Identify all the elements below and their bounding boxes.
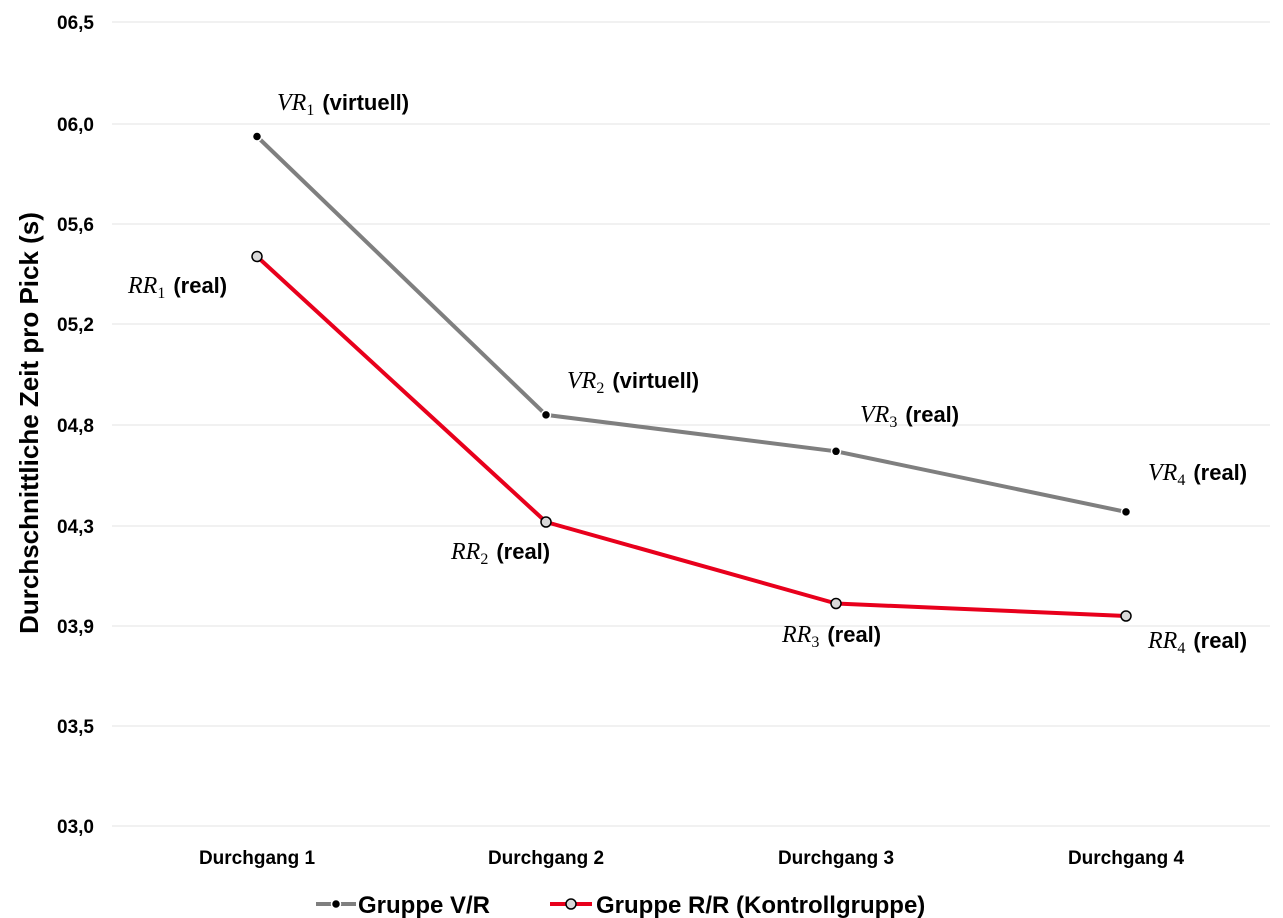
x-tick-label: Durchgang 1 bbox=[199, 848, 316, 869]
point-annotation: VR4 (real) bbox=[1148, 460, 1247, 489]
point-annotation: RR4 (real) bbox=[1147, 628, 1247, 657]
point-annotation: VR1 (virtuell) bbox=[277, 90, 409, 119]
data-point bbox=[251, 250, 263, 263]
legend-marker bbox=[565, 898, 577, 910]
y-tick-label: 06,0 bbox=[57, 115, 94, 136]
data-point bbox=[1120, 506, 1132, 518]
gridlines bbox=[112, 21, 1270, 827]
point-annotation: RR2 (real) bbox=[450, 539, 550, 568]
legend: Gruppe V/R Gruppe R/R (Kontrollgruppe) bbox=[316, 892, 925, 918]
point-annotation: RR3 (real) bbox=[781, 622, 881, 651]
data-point bbox=[830, 597, 842, 610]
y-tick-label: 03,5 bbox=[57, 717, 94, 738]
data-point bbox=[1120, 610, 1132, 622]
point-labels: VR1 (virtuell) VR2 (virtuell) VR3 (real) VR4 (r… bbox=[127, 90, 1247, 657]
point-annotation: RR1 (real) bbox=[127, 273, 227, 302]
y-tick-label: 04,8 bbox=[57, 416, 94, 437]
y-tick-label: 05,2 bbox=[57, 315, 94, 336]
legend-label: Gruppe R/R (Kontrollgruppe) bbox=[596, 892, 925, 918]
point-annotation: VR2 (virtuell) bbox=[567, 368, 699, 397]
x-tick-label: Durchgang 4 bbox=[1068, 848, 1185, 869]
data-point bbox=[540, 409, 552, 421]
y-axis-label: Durchschnittliche Zeit pro Pick (s) bbox=[14, 212, 44, 634]
y-axis: 03,0 03,5 03,9 04,3 04,8 05,2 05,6 06,0 06,5 bbox=[57, 13, 94, 838]
legend-marker bbox=[330, 898, 342, 910]
series bbox=[251, 131, 1132, 622]
point-annotation: VR3 (real) bbox=[860, 402, 959, 431]
y-tick-label: 03,0 bbox=[57, 817, 94, 838]
x-tick-label: Durchgang 2 bbox=[488, 848, 604, 869]
series-line bbox=[255, 255, 1127, 618]
data-point bbox=[830, 446, 842, 457]
data-point bbox=[540, 516, 552, 528]
data-point bbox=[251, 131, 263, 142]
series-line bbox=[255, 135, 1127, 514]
x-axis: Durchgang 1 Durchgang 2 Durchgang 3 Durchga… bbox=[199, 848, 1185, 869]
x-tick-label: Durchgang 3 bbox=[778, 848, 894, 869]
legend-label: Gruppe V/R bbox=[358, 892, 490, 918]
y-tick-label: 06,5 bbox=[57, 13, 94, 34]
y-tick-label: 03,9 bbox=[57, 617, 94, 638]
y-tick-label: 04,3 bbox=[57, 517, 94, 538]
y-tick-label: 05,6 bbox=[57, 215, 94, 236]
